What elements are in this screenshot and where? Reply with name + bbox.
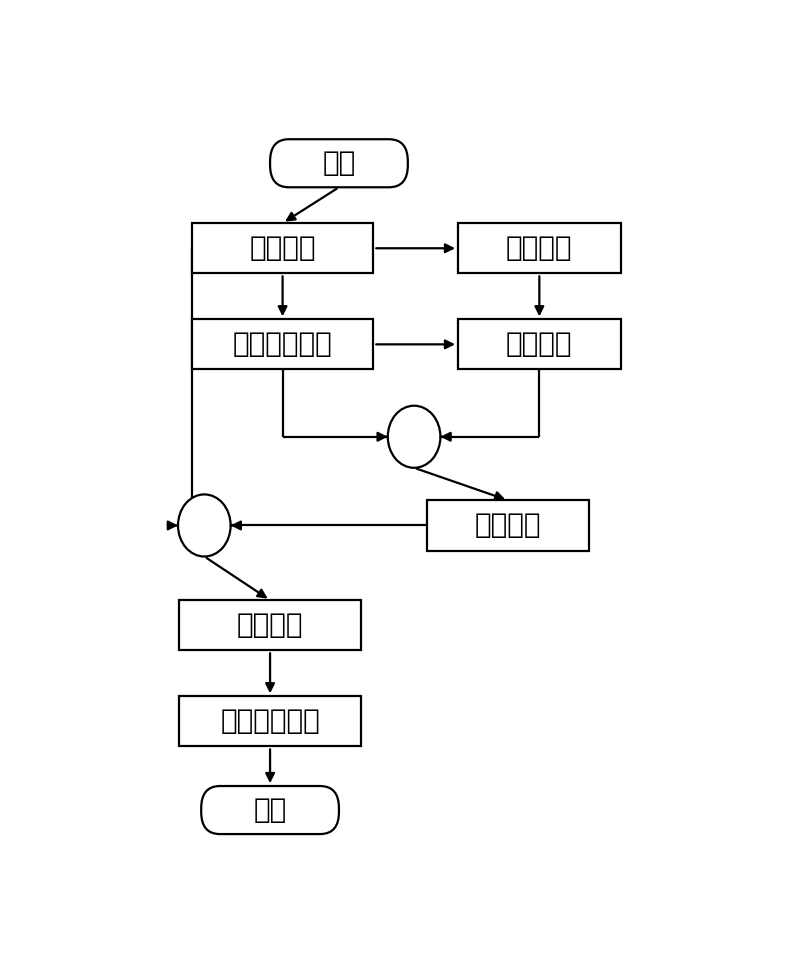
FancyBboxPatch shape [270, 139, 408, 187]
FancyBboxPatch shape [179, 696, 361, 747]
FancyBboxPatch shape [458, 223, 621, 274]
Text: 掩蔽图像: 掩蔽图像 [475, 512, 541, 540]
Text: 直方图均衡化: 直方图均衡化 [221, 708, 320, 735]
Text: 均值滤波: 均值滤波 [506, 330, 573, 358]
Text: 开始: 开始 [322, 149, 356, 178]
FancyBboxPatch shape [201, 786, 339, 834]
Circle shape [178, 494, 230, 557]
FancyBboxPatch shape [179, 600, 361, 650]
FancyBboxPatch shape [191, 320, 373, 370]
FancyBboxPatch shape [458, 320, 621, 370]
Text: 锐化图像: 锐化图像 [237, 612, 303, 639]
Text: 结束: 结束 [254, 796, 287, 824]
Text: 梯度变换: 梯度变换 [506, 234, 573, 262]
Text: 高斯滤波: 高斯滤波 [250, 234, 316, 262]
Circle shape [388, 406, 440, 468]
Text: 拉普拉斯变换: 拉普拉斯变换 [233, 330, 332, 358]
FancyBboxPatch shape [427, 500, 590, 551]
FancyBboxPatch shape [191, 223, 373, 274]
